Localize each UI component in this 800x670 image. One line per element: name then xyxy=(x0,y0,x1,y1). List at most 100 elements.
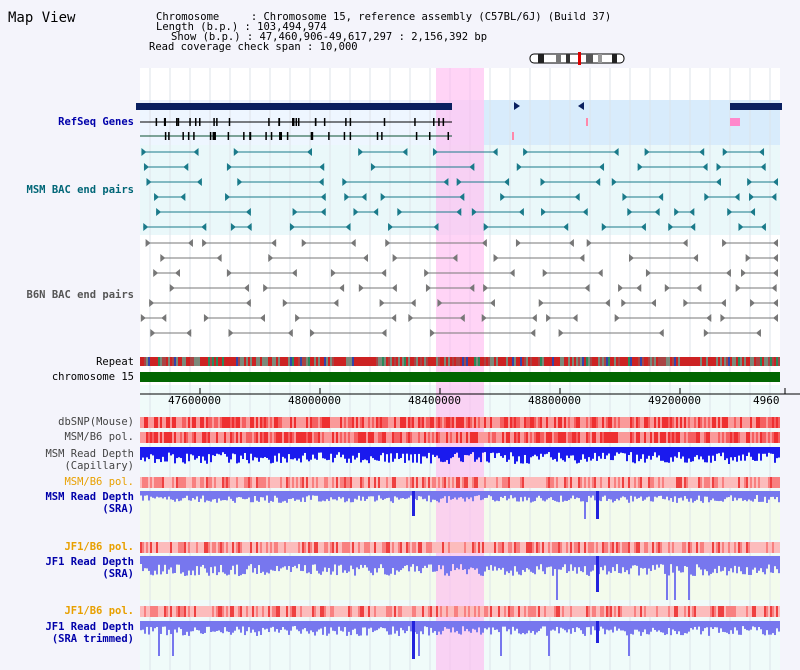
track-label-jf1-b6-pol[interactable]: JF1/B6 pol. xyxy=(64,541,134,553)
jf1-depth-trim-bar xyxy=(190,621,192,632)
jf1-depth-trim-bar xyxy=(566,621,568,633)
msm-b6-pol-heat-2 xyxy=(332,477,334,488)
jf1-depth-trim-bar xyxy=(218,621,220,631)
jf1-b6-pol-heat-2 xyxy=(736,606,738,617)
jf1-depth-trim-bar xyxy=(332,621,334,631)
b6n-bac-pair-end xyxy=(392,254,398,262)
b6n-bac-pair-end xyxy=(597,269,603,277)
track-label-jf1-depth-sra[interactable]: JF1 Read Depth xyxy=(45,556,134,568)
jf1-depth-trim-bar xyxy=(498,621,500,633)
jf1-b6-pol-heat-2 xyxy=(716,606,718,617)
repeat-element xyxy=(448,357,450,366)
repeat-element xyxy=(464,357,466,366)
jf1-b6-pol-heat-2 xyxy=(368,606,370,617)
msm-depth-cap-bar xyxy=(556,447,558,462)
jf1-b6-pol-heat-2 xyxy=(460,606,462,617)
msm-b6-pol-heat-2 xyxy=(498,477,500,488)
msm-depth-cap-bar xyxy=(476,447,478,460)
jf1-b6-pol-heat xyxy=(286,542,288,553)
jf1-depth-trim-bar xyxy=(286,621,288,631)
jf1-b6-pol-heat xyxy=(248,542,250,553)
msm-b6-pol-heat xyxy=(680,432,682,443)
jf1-depth-trim-bar xyxy=(652,621,654,628)
track-label-b6n-bac[interactable]: B6N BAC end pairs xyxy=(26,289,134,301)
msm-depth-sra-bar xyxy=(622,491,624,497)
jf1-b6-pol-heat-2 xyxy=(268,606,270,617)
jf1-b6-pol-heat-2 xyxy=(650,606,652,617)
jf1-b6-pol-heat xyxy=(670,542,672,553)
msm-depth-cap-bar xyxy=(702,447,704,460)
refseq-exon xyxy=(189,118,191,126)
jf1-b6-pol-heat xyxy=(312,542,314,553)
msm-b6-pol-heat-2 xyxy=(394,477,396,488)
repeat-element xyxy=(282,357,284,366)
jf1-b6-pol-heat-2 xyxy=(740,606,742,617)
jf1-b6-pol-heat xyxy=(708,542,710,553)
msm-b6-pol-heat xyxy=(414,432,416,443)
msm-depth-sra-bar xyxy=(338,491,340,497)
track-label-jf1-depth-sra-sub: (SRA) xyxy=(102,568,134,580)
jf1-depth-sra-bar xyxy=(454,556,456,571)
jf1-b6-pol-heat-2 xyxy=(582,606,584,617)
b6n-bac-pair-end xyxy=(481,314,487,322)
jf1-b6-pol-heat xyxy=(320,542,322,553)
track-label-msm-depth-sra[interactable]: MSM Read Depth xyxy=(45,491,134,503)
msm-b6-pol-heat-2 xyxy=(710,477,712,488)
dbsnp-heat xyxy=(500,417,502,428)
jf1-b6-pol-heat-2 xyxy=(686,606,688,617)
jf1-depth-trim-bar xyxy=(714,621,716,628)
jf1-b6-pol-heat xyxy=(754,542,756,553)
refseq-mark xyxy=(512,132,514,140)
msm-b6-pol-heat-2 xyxy=(232,477,234,488)
track-label-msm-depth-cap[interactable]: MSM Read Depth xyxy=(45,448,134,460)
jf1-depth-sra-bar xyxy=(602,556,604,571)
msm-depth-cap-bar xyxy=(208,447,210,455)
dbsnp-heat xyxy=(452,417,454,428)
msm-depth-sra-bar xyxy=(254,491,256,497)
msm-depth-cap-bar xyxy=(734,447,736,458)
track-label-refseq[interactable]: RefSeq Genes xyxy=(58,116,134,128)
repeat-element xyxy=(770,357,772,366)
jf1-depth-trim-bar xyxy=(540,621,542,629)
chromosome-ideogram[interactable] xyxy=(528,52,628,66)
msm-depth-sra-bar xyxy=(752,491,754,502)
repeat-element xyxy=(566,357,568,366)
jf1-depth-sra-bar xyxy=(328,556,330,569)
track-label-jf1-b6-pol-2[interactable]: JF1/B6 pol. xyxy=(64,605,134,617)
track-label-msm-bac[interactable]: MSM BAC end pairs xyxy=(26,184,134,196)
msm-b6-pol-heat-2 xyxy=(716,477,718,488)
dbsnp-heat xyxy=(568,417,570,428)
msm-b6-pol-heat-2 xyxy=(606,477,608,488)
jf1-b6-pol-heat-2 xyxy=(414,606,416,617)
msm-depth-sra-bar xyxy=(378,491,380,496)
msm-b6-pol-heat-2 xyxy=(322,477,324,488)
msm-b6-pol-heat-2 xyxy=(682,477,684,488)
jf1-depth-trim-bar xyxy=(406,621,408,631)
jf1-depth-sra-bar xyxy=(440,556,442,570)
jf1-depth-sra-bar xyxy=(700,556,702,570)
jf1-b6-pol-heat xyxy=(218,542,220,553)
jf1-depth-trim-bar xyxy=(238,621,240,630)
jf1-b6-pol-heat-2 xyxy=(536,606,538,617)
repeat-element xyxy=(682,357,684,366)
jf1-depth-sra-bar xyxy=(202,556,204,565)
msm-b6-pol-heat-2 xyxy=(636,477,638,488)
dbsnp-heat xyxy=(210,417,212,428)
track-label-dbsnp[interactable]: dbSNP(Mouse) xyxy=(58,416,134,428)
jf1-depth-sra-bar xyxy=(708,556,710,576)
jf1-depth-trim-bar xyxy=(186,621,188,632)
jf1-depth-sra-bar xyxy=(238,556,240,576)
repeat-element xyxy=(646,357,648,366)
jf1-depth-sra-bar xyxy=(254,556,256,569)
dbsnp-heat xyxy=(700,417,702,428)
msm-depth-sra-bar xyxy=(186,491,188,496)
repeat-element xyxy=(778,357,780,366)
msm-b6-pol-heat xyxy=(498,432,500,443)
track-label-msm-b6-pol-2[interactable]: MSM/B6 pol. xyxy=(64,476,134,488)
track-label-jf1-depth-trim[interactable]: JF1 Read Depth xyxy=(45,621,134,633)
msm-depth-cap-bar xyxy=(670,447,672,458)
track-label-msm-b6-pol[interactable]: MSM/B6 pol. xyxy=(64,431,134,443)
jf1-b6-pol-heat-2 xyxy=(154,606,156,617)
repeat-element xyxy=(406,357,408,366)
